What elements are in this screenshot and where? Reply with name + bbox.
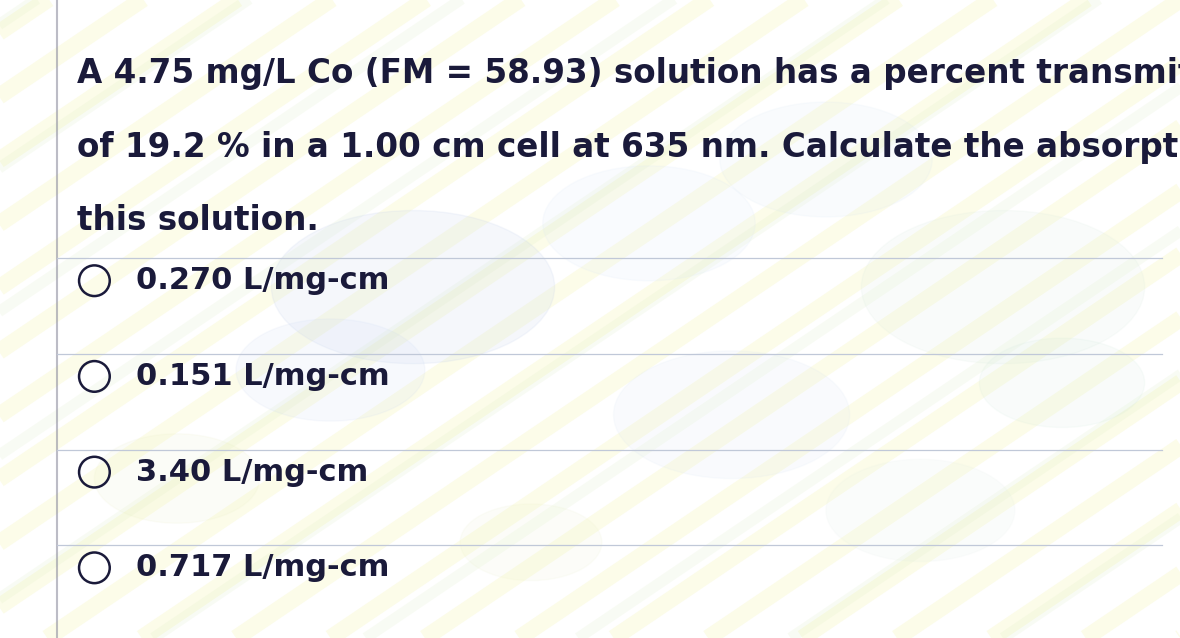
Text: of 19.2 % in a 1.00 cm cell at 635 nm. Calculate the absorptivity of: of 19.2 % in a 1.00 cm cell at 635 nm. C…	[77, 131, 1180, 164]
Circle shape	[236, 319, 425, 421]
Text: 3.40 L/mg-cm: 3.40 L/mg-cm	[136, 457, 368, 487]
Circle shape	[826, 459, 1015, 561]
Text: A 4.75 mg/L Co (FM = 58.93) solution has a percent transmittance: A 4.75 mg/L Co (FM = 58.93) solution has…	[77, 57, 1180, 91]
Circle shape	[271, 211, 555, 364]
Circle shape	[460, 504, 602, 581]
Circle shape	[543, 166, 755, 281]
Text: 0.717 L/mg-cm: 0.717 L/mg-cm	[136, 553, 389, 582]
Text: 0.151 L/mg-cm: 0.151 L/mg-cm	[136, 362, 389, 391]
Circle shape	[94, 434, 260, 523]
Circle shape	[614, 351, 850, 478]
Text: this solution.: this solution.	[77, 204, 319, 237]
Circle shape	[720, 102, 932, 217]
Text: 0.270 L/mg-cm: 0.270 L/mg-cm	[136, 266, 389, 295]
Circle shape	[979, 338, 1145, 427]
Circle shape	[861, 211, 1145, 364]
